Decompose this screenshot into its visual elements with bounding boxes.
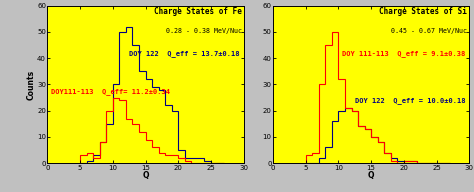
Text: Charge States of Si: Charge States of Si xyxy=(379,7,467,16)
Text: Charge States of Fe: Charge States of Fe xyxy=(154,7,242,16)
Text: 0.28 - 0.38 MeV/Nuc: 0.28 - 0.38 MeV/Nuc xyxy=(165,28,242,34)
Text: 0.45 - 0.67 MeV/Nuc: 0.45 - 0.67 MeV/Nuc xyxy=(392,28,467,34)
Text: DOY111-113  Q_eff= 11.2±0.34: DOY111-113 Q_eff= 11.2±0.34 xyxy=(51,88,170,94)
Text: DOY 122  Q_eff = 13.7±0.18: DOY 122 Q_eff = 13.7±0.18 xyxy=(129,50,240,57)
Text: DOY 111-113  Q_eff = 9.1±0.38: DOY 111-113 Q_eff = 9.1±0.38 xyxy=(342,50,465,57)
X-axis label: Q: Q xyxy=(142,170,149,180)
Text: DOY 122  Q_eff = 10.0±0.18: DOY 122 Q_eff = 10.0±0.18 xyxy=(355,97,465,104)
Y-axis label: Counts: Counts xyxy=(27,70,36,99)
X-axis label: Q: Q xyxy=(368,170,374,180)
